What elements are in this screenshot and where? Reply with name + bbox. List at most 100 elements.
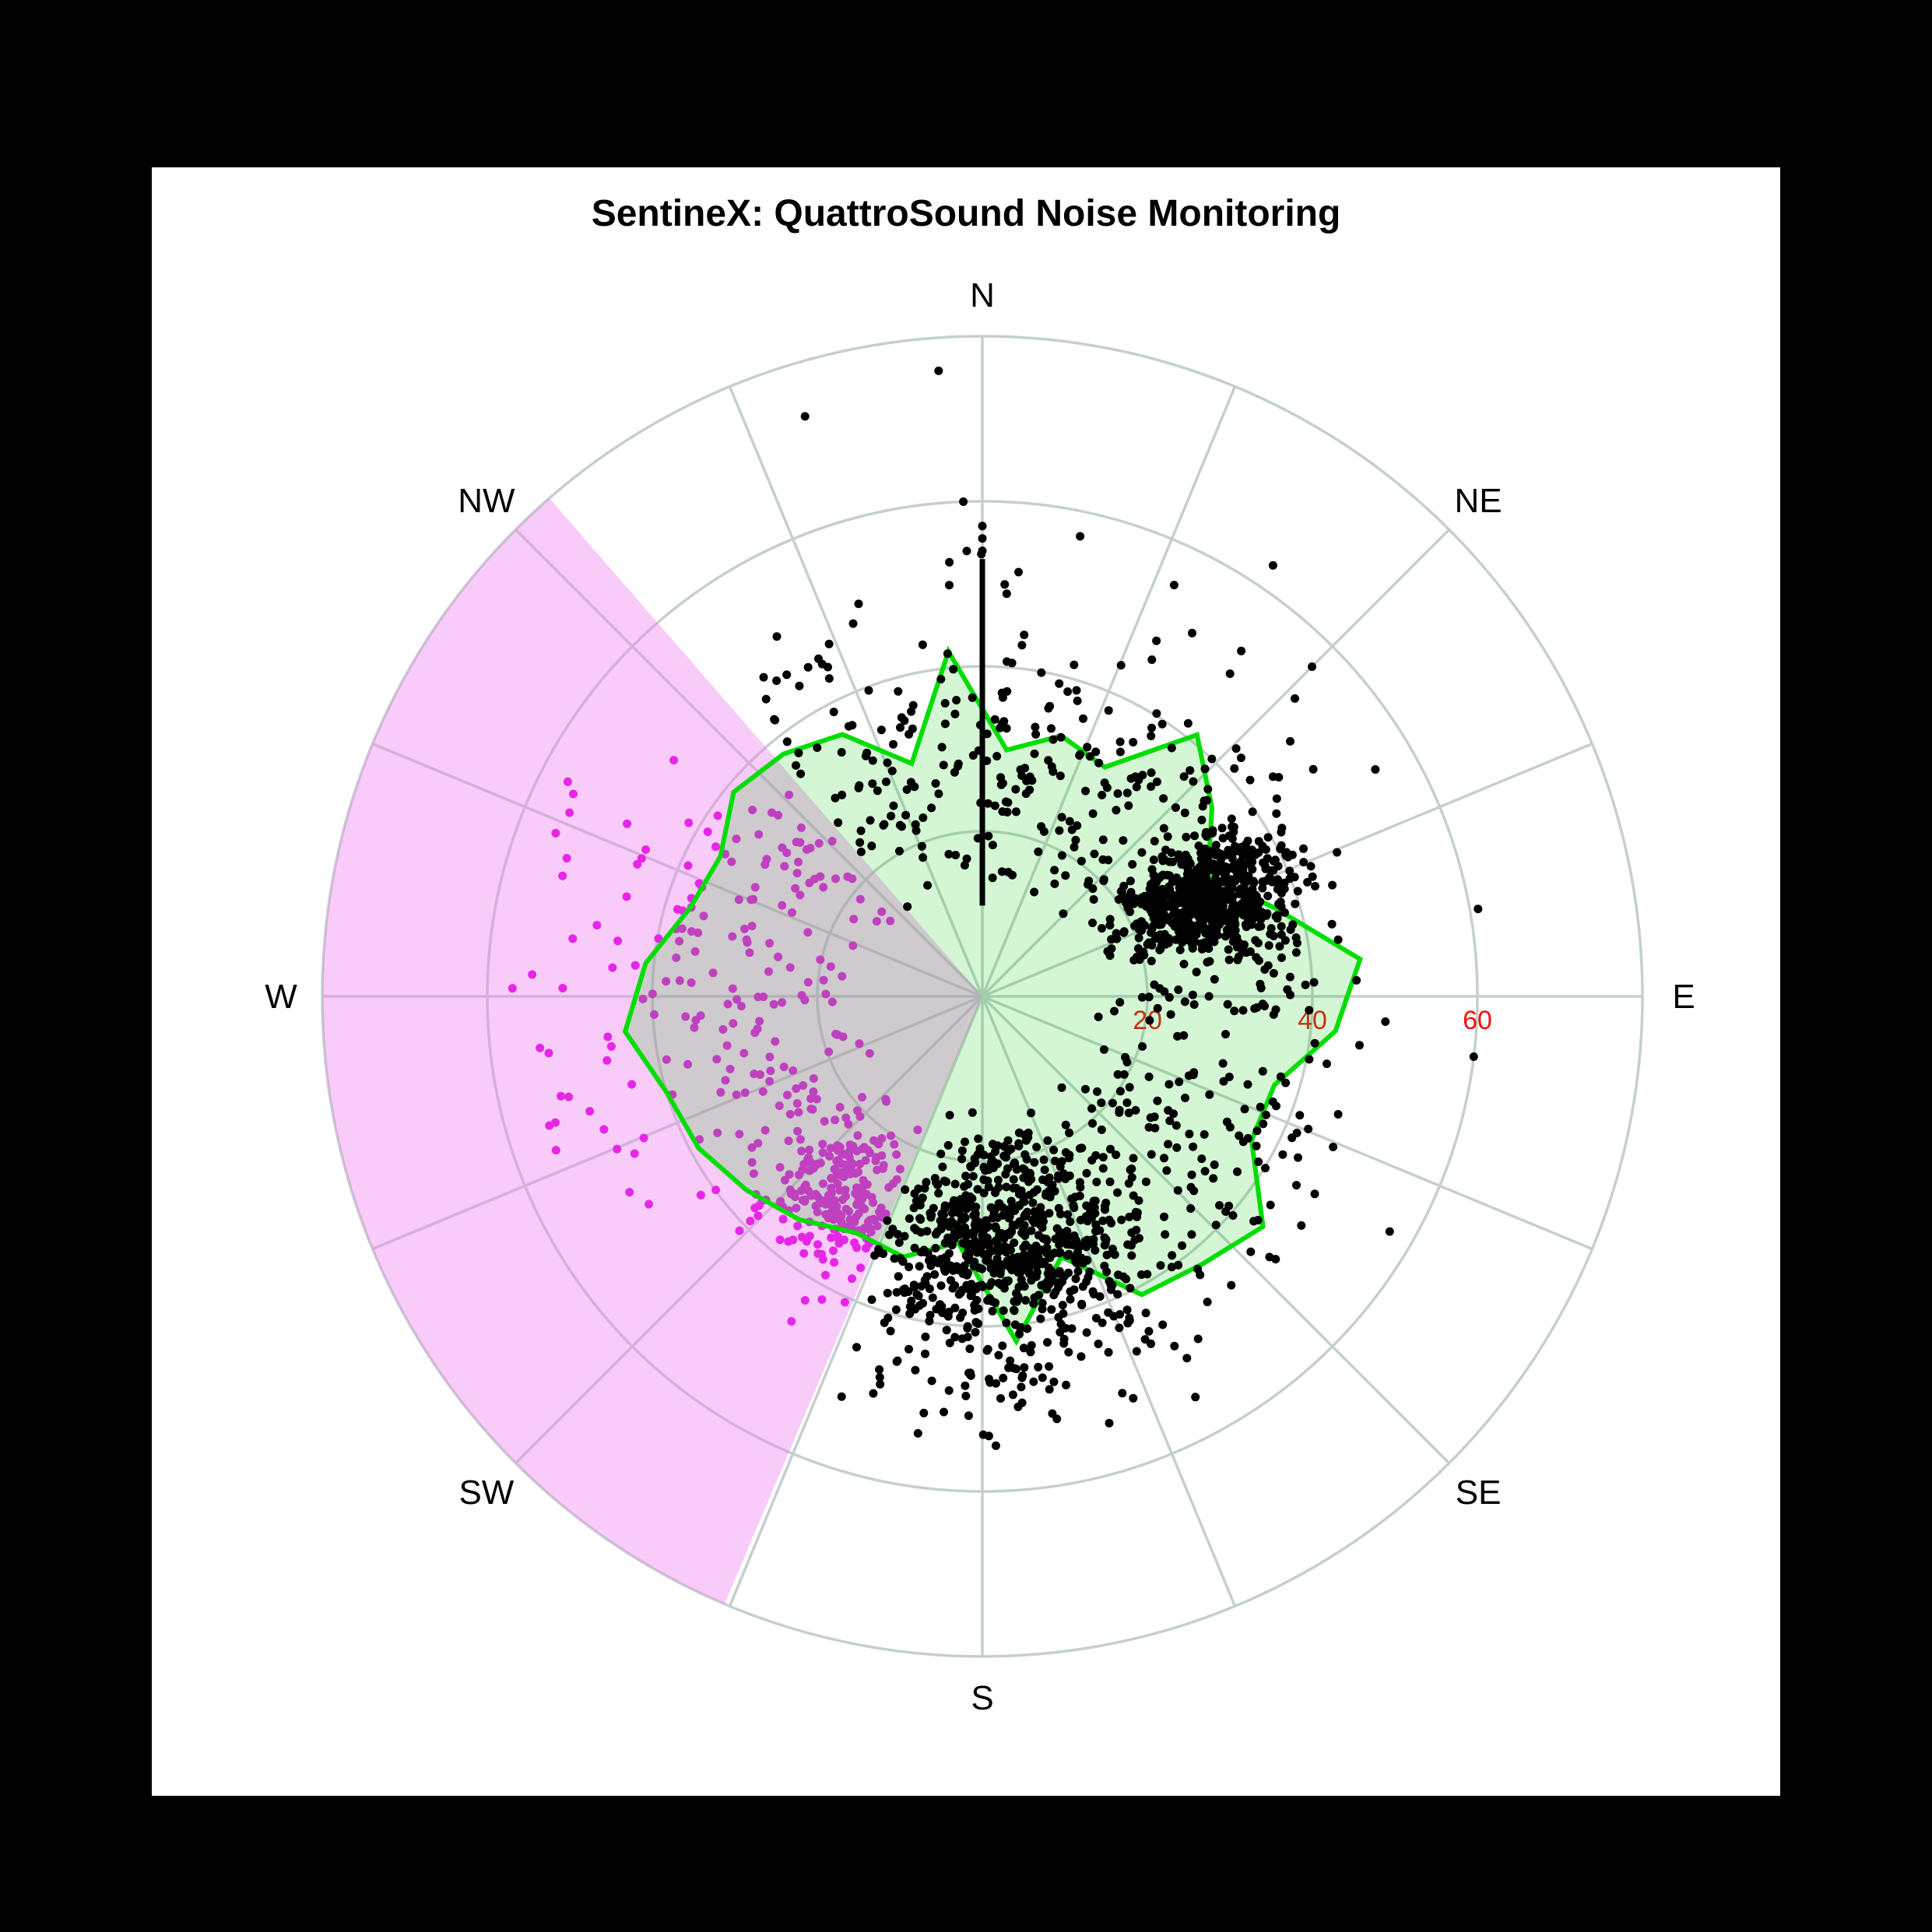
data-point: [968, 1171, 978, 1181]
data-point: [1048, 1180, 1057, 1189]
data-point: [613, 1144, 622, 1154]
data-point: [973, 1185, 982, 1194]
data-point: [1206, 865, 1215, 874]
data-point: [735, 1129, 744, 1139]
data-point: [997, 867, 1006, 876]
data-point: [838, 971, 847, 981]
data-point: [558, 871, 567, 880]
data-point: [1099, 876, 1108, 886]
data-point: [954, 759, 963, 768]
data-point: [1181, 850, 1190, 859]
data-point: [1256, 915, 1266, 924]
data-point: [1157, 872, 1166, 881]
data-point: [964, 1179, 973, 1189]
data-point: [1292, 1181, 1301, 1190]
data-point: [835, 1102, 845, 1112]
data-point: [831, 874, 840, 883]
data-point: [1188, 628, 1196, 638]
data-point: [1045, 1276, 1054, 1285]
data-point: [1197, 1154, 1207, 1164]
data-point: [1091, 747, 1101, 757]
data-point: [981, 1166, 990, 1175]
data-point: [565, 808, 574, 817]
data-point: [940, 1308, 949, 1318]
data-point: [789, 1066, 798, 1075]
data-point: [1137, 893, 1147, 902]
data-point: [988, 841, 997, 850]
data-point: [1034, 847, 1043, 856]
data-point: [690, 1023, 699, 1032]
data-point: [782, 737, 792, 746]
data-point: [1113, 1070, 1122, 1079]
data-point: [1124, 1108, 1133, 1118]
data-point: [855, 838, 865, 847]
data-point: [1231, 744, 1241, 753]
data-point: [1091, 1227, 1100, 1236]
data-point: [950, 1333, 960, 1342]
data-point: [1352, 975, 1361, 985]
data-point: [837, 748, 846, 757]
data-point: [792, 869, 802, 878]
data-point: [1291, 899, 1300, 908]
data-point: [1122, 1274, 1131, 1284]
data-point: [1056, 771, 1065, 781]
data-point: [681, 1012, 690, 1021]
data-point: [1187, 1230, 1196, 1239]
data-point: [1171, 803, 1180, 812]
data-point: [965, 1197, 975, 1207]
data-point: [978, 534, 987, 543]
data-point: [1224, 923, 1234, 933]
data-point: [789, 1235, 798, 1245]
data-point: [806, 1094, 816, 1103]
data-point: [1047, 762, 1056, 771]
data-point: [654, 934, 663, 943]
data-point: [1210, 1160, 1219, 1169]
data-point: [1295, 1111, 1305, 1120]
data-point: [909, 1283, 919, 1292]
data-point: [852, 1212, 861, 1221]
data-point: [1221, 1030, 1230, 1039]
data-point: [884, 1183, 894, 1192]
data-point: [1240, 1105, 1249, 1114]
data-point: [1013, 1268, 1023, 1277]
data-point: [1132, 782, 1141, 792]
data-point: [1136, 917, 1146, 926]
data-point: [881, 1094, 890, 1104]
compass-label-s: S: [971, 1679, 993, 1717]
data-point: [841, 1186, 850, 1195]
data-point: [856, 847, 866, 856]
data-point: [900, 716, 909, 725]
data-point: [1076, 532, 1085, 541]
data-point: [1198, 802, 1207, 811]
data-point: [1278, 1150, 1287, 1159]
data-point: [1197, 815, 1207, 824]
data-point: [1039, 1155, 1049, 1164]
data-point: [983, 1176, 992, 1186]
data-point: [957, 1146, 967, 1155]
data-point: [1178, 1241, 1186, 1250]
data-point: [1328, 880, 1337, 890]
data-point: [1014, 1128, 1024, 1137]
data-point: [747, 922, 757, 931]
data-point: [1129, 1191, 1138, 1200]
data-point: [997, 688, 1006, 697]
data-point: [1134, 1196, 1143, 1205]
data-point: [919, 1408, 929, 1417]
data-point: [961, 1171, 971, 1181]
data-point: [1299, 844, 1308, 853]
data-point: [1115, 747, 1125, 757]
data-point: [1126, 1284, 1135, 1293]
data-point: [1021, 1296, 1030, 1305]
data-point: [860, 1224, 869, 1233]
data-point: [1002, 1319, 1011, 1327]
data-point: [711, 1186, 721, 1195]
data-point: [1223, 930, 1232, 940]
data-point: [1003, 1164, 1012, 1173]
data-point: [956, 1288, 965, 1298]
data-point: [867, 1295, 876, 1305]
data-point: [536, 1043, 545, 1052]
data-point: [1127, 1228, 1136, 1237]
data-point: [1045, 1362, 1054, 1371]
data-point: [508, 984, 517, 993]
data-point: [994, 1351, 1003, 1360]
